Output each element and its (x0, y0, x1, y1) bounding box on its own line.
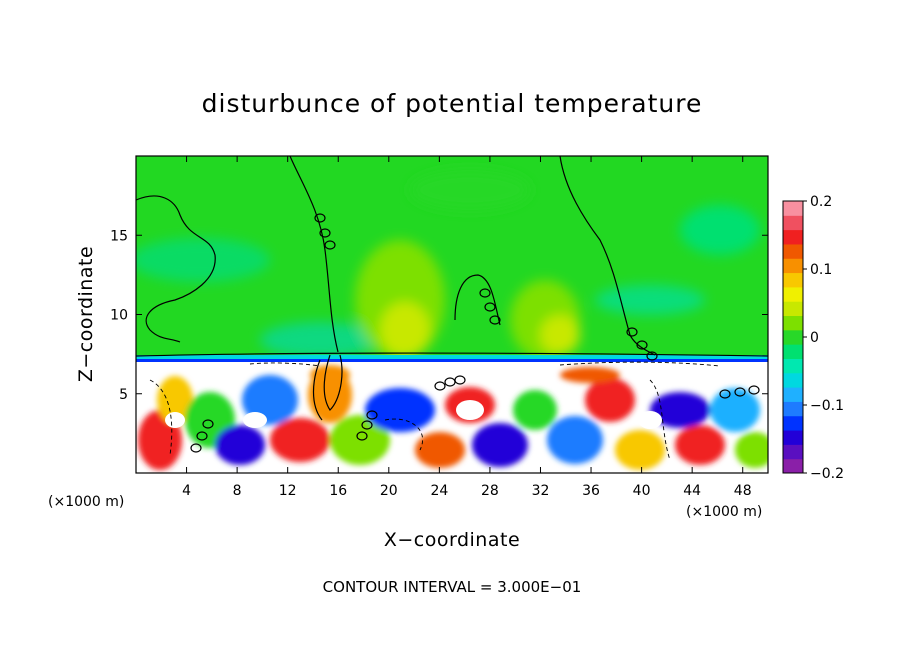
colorbar-tick-label: 0.1 (810, 262, 832, 278)
colorbar-swatch (783, 444, 803, 460)
colorbar-swatch (783, 329, 803, 345)
colorbar-swatch (783, 215, 803, 231)
x-tick-label: 28 (481, 483, 499, 499)
x-tick-label: 36 (582, 483, 600, 499)
colorbar-tick-label: −0.2 (810, 466, 844, 482)
colorbar-swatch (783, 301, 803, 317)
x-tick-label: 8 (233, 483, 242, 499)
colorbar-tick-label: 0 (810, 330, 819, 346)
y-axis-ticks: 5 10 15 (110, 228, 768, 403)
colorbar-swatch (783, 258, 803, 274)
y-axis-label: Z−coordinate (75, 246, 97, 382)
colorbar-swatch (783, 229, 803, 245)
y-tick-label: 5 (119, 387, 128, 403)
x-tick-label: 12 (279, 483, 297, 499)
colorbar-swatch (783, 286, 803, 302)
colorbar-tick-label: −0.1 (810, 398, 844, 414)
x-tick-label: 16 (329, 483, 347, 499)
colorbar-swatch (783, 415, 803, 431)
x-tick-label: 4 (182, 483, 191, 499)
colorbar-swatch (783, 387, 803, 402)
x-tick-label: 24 (430, 483, 448, 499)
colorbar (783, 201, 803, 474)
x-tick-label: 20 (380, 483, 398, 499)
colorbar-swatch (783, 243, 803, 259)
colorbar-swatch (783, 458, 803, 474)
contour-rings (190, 213, 760, 453)
colorbar-swatch (783, 201, 803, 216)
x-tick-label: 32 (532, 483, 550, 499)
y-tick-label: 15 (110, 228, 128, 244)
colorbar-swatch (783, 315, 803, 331)
colorbar-swatch (783, 272, 803, 288)
colorbar-ticks: 0.2 0.1 0 −0.1 −0.2 (803, 194, 844, 482)
colorbar-tick-label: 0.2 (810, 194, 832, 210)
x-tick-label: 44 (683, 483, 701, 499)
x-axis-ticks: 4 8 12 16 20 24 28 32 36 40 44 48 (182, 156, 752, 499)
colorbar-swatch (783, 372, 803, 388)
contour-interval-note: CONTOUR INTERVAL = 3.000E−01 (323, 578, 582, 596)
chart-title: disturbunce of potential temperature (202, 89, 703, 118)
x-unit-left: (×1000 m) (48, 494, 124, 510)
colorbar-swatch (783, 430, 803, 445)
x-unit-right: (×1000 m) (686, 504, 762, 520)
y-tick-label: 10 (110, 308, 128, 324)
x-tick-label: 48 (734, 483, 752, 499)
x-axis-label: X−coordinate (384, 529, 520, 551)
x-tick-label: 40 (633, 483, 651, 499)
colorbar-swatch (783, 401, 803, 417)
colorbar-swatch (783, 358, 803, 374)
colorbar-swatch (783, 344, 803, 359)
contour-lines (136, 156, 768, 421)
heatmap-field (136, 156, 768, 473)
